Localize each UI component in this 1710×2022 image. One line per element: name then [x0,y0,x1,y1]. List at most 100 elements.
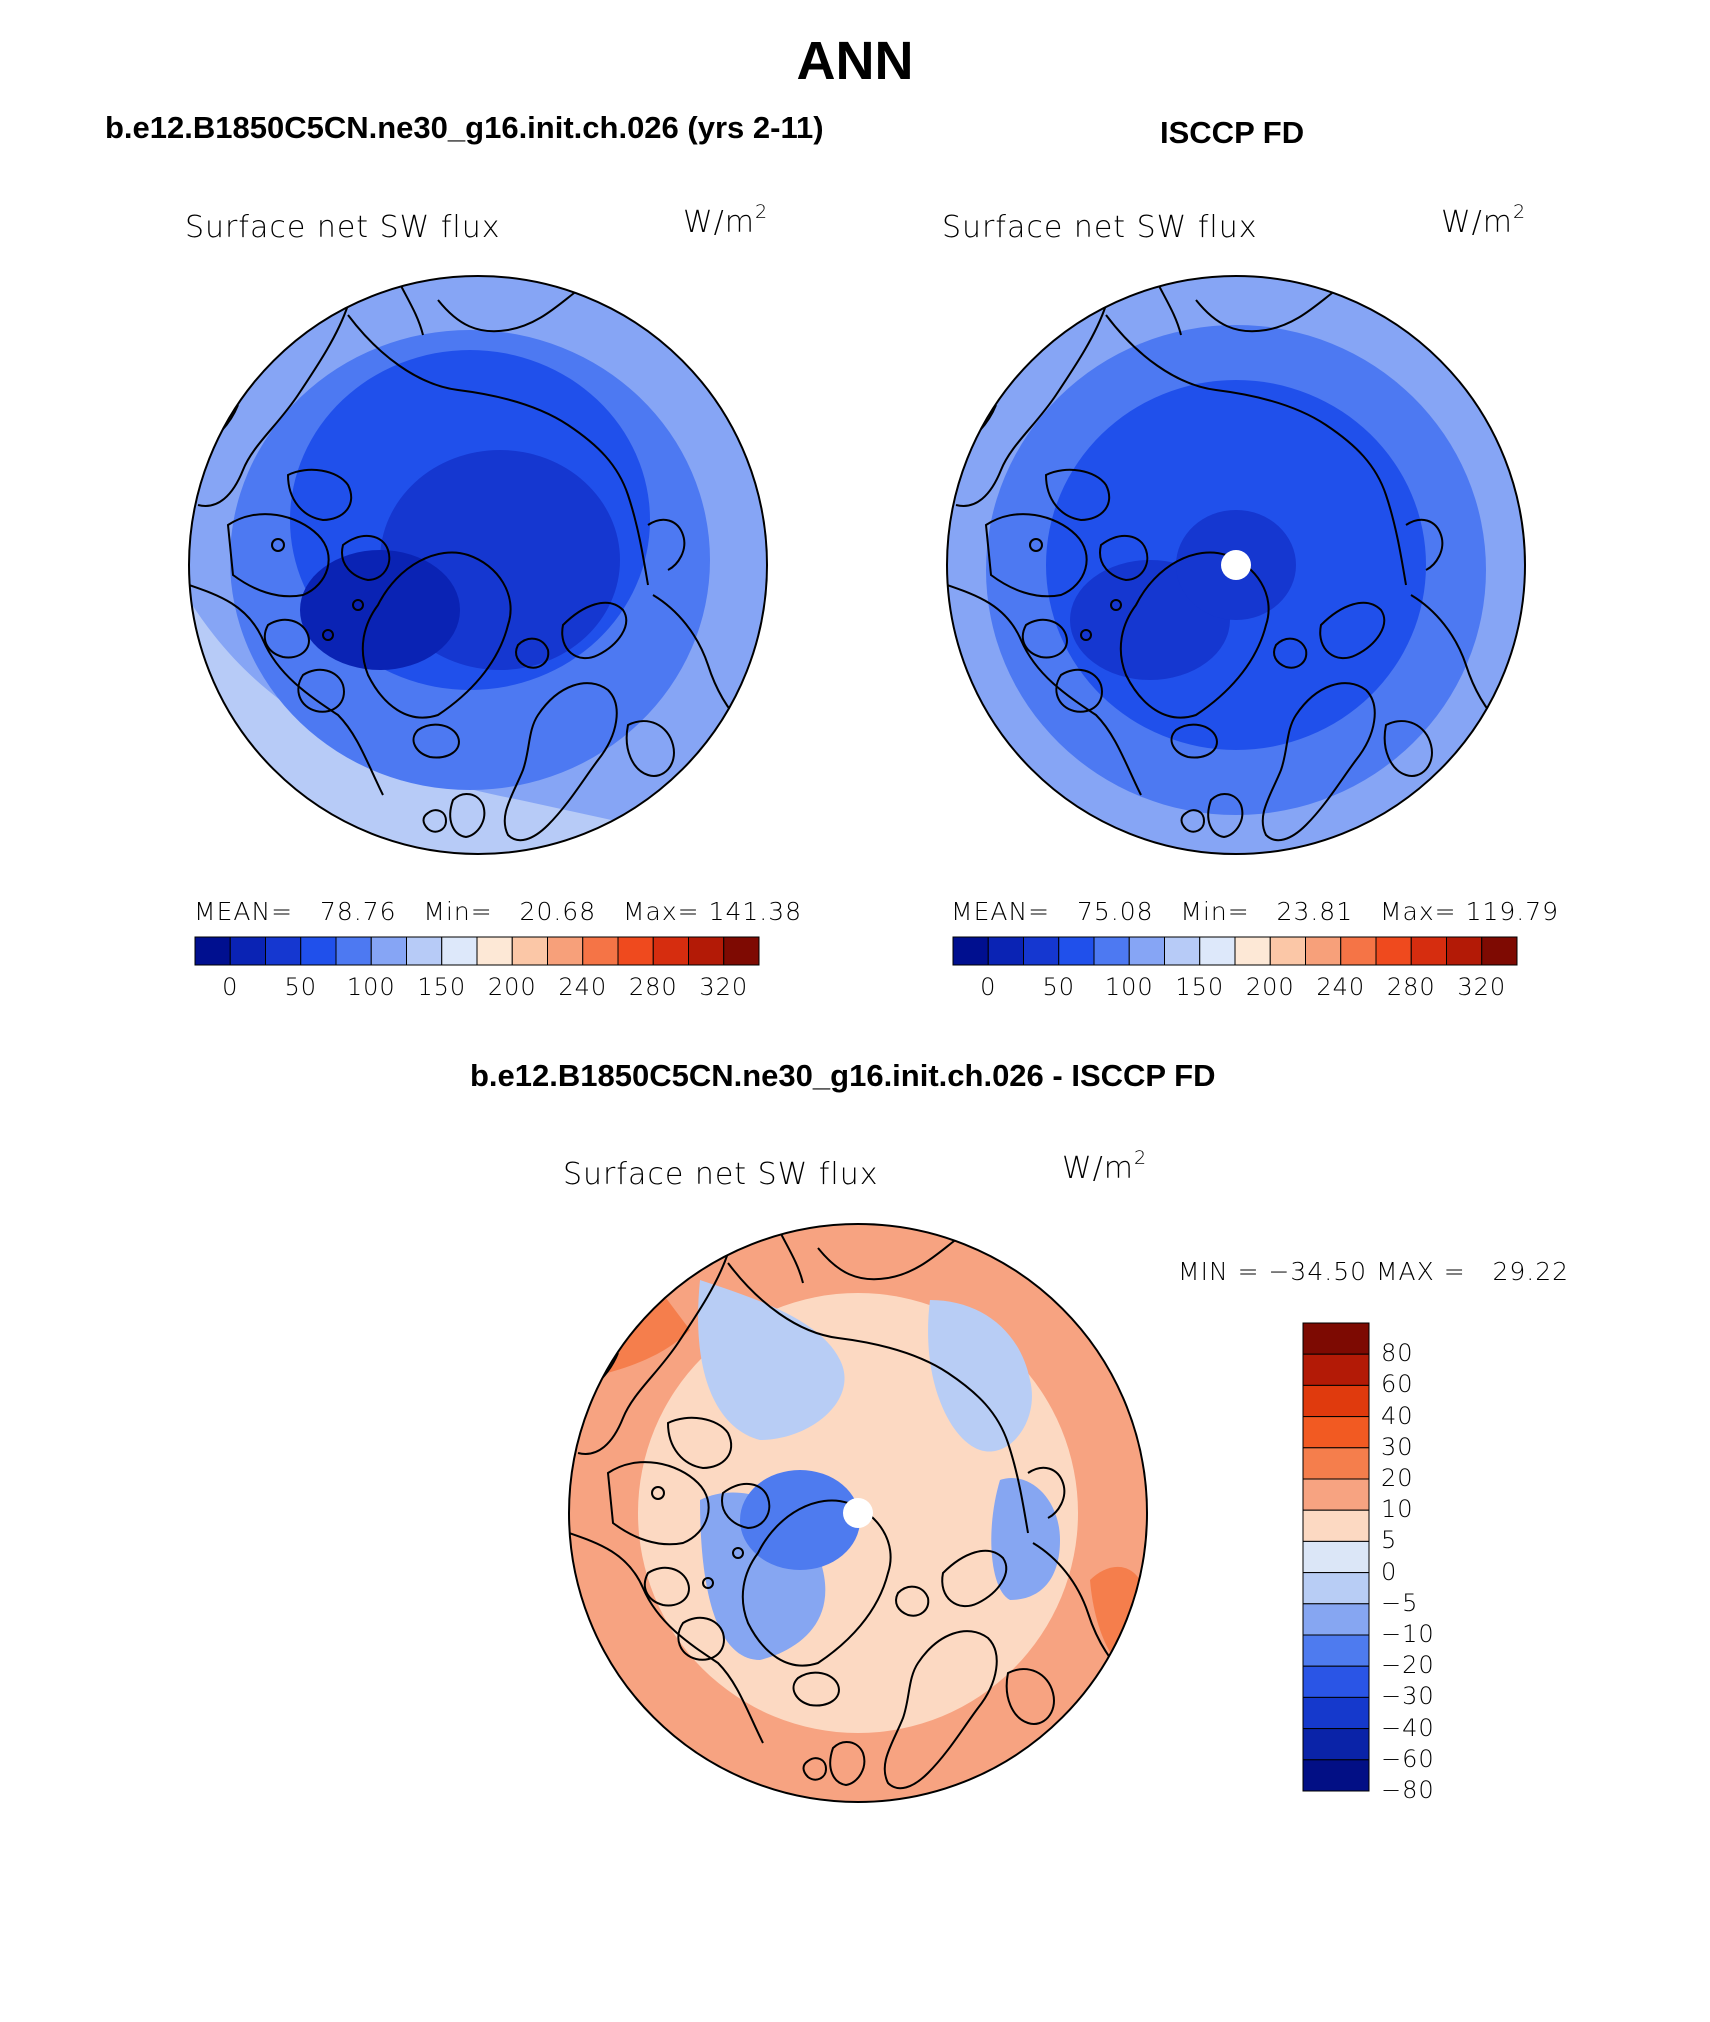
panel3-case-title: b.e12.B1850C5CN.ne30_g16.init.ch.026 - I… [470,1058,1216,1093]
panel3-colorbar-box [1302,1634,1370,1667]
panel1-map-border [188,275,768,855]
panel2-colorbar [952,936,1518,966]
panel3-colorbar-box [1302,1447,1370,1480]
panel2-variable-label: Surface net SW flux [942,210,1258,245]
panel2-colorbar-tick-label: 50 [1042,973,1076,1001]
panel2-case-title: ISCCP FD [1160,115,1305,150]
panel3-colorbar-box [1302,1540,1370,1574]
panel3-colorbar-tick-label: −10 [1381,1620,1435,1648]
panel3-variable-label: Surface net SW flux [563,1157,879,1192]
panel3-colorbar-tick-label: 80 [1381,1339,1414,1368]
panel2-map [946,275,1526,855]
panel3-colorbar-tick-label: −40 [1381,1713,1435,1742]
panel3-field-neg-a [698,1280,845,1440]
panel2-colorbar-box [1058,936,1095,966]
panel1-colorbar-box [406,936,443,966]
panel1-colorbar-box [652,936,689,966]
panel1-units-base: W/m [683,205,755,240]
panel1-colorbar-box [194,936,231,966]
panel3-colorbar [1302,1322,1370,1792]
panel1-colorbar-box [582,936,619,966]
panel2-colorbar-tick-label: 320 [1457,973,1507,1001]
panel2-mean-label: MEAN= [951,897,1051,926]
panel1-colorbar-tick-label: 100 [346,973,396,1001]
panel1-colorbar [194,936,760,966]
panel1-colorbar-tick-label: 200 [487,973,537,1001]
panel3-field-neg-d [991,1478,1060,1600]
panel2-stats: MEAN= 75.08 Min= 23.81 Max= 119.79 [951,897,1559,926]
panel3-colorbar-tick-label: 40 [1381,1401,1414,1430]
panel3-colorbar-tick-label: 20 [1381,1464,1414,1492]
panel1-colorbar-tick-label: 0 [222,973,239,1001]
panel3-field-neg-b [928,1300,1032,1452]
panel3-colorbar-tick-label: −30 [1381,1682,1435,1711]
panel1-colorbar-tick-label: 150 [417,973,467,1001]
panel1-max-value: 141.38 [708,897,803,926]
panel3-units-exponent: 2 [1134,1147,1148,1169]
panel3-colorbar-box [1302,1665,1370,1698]
panel2-colorbar-tick-label: 200 [1245,973,1295,1001]
panel2-colorbar-box [1410,936,1447,966]
panel3-map-border [568,1223,1148,1803]
panel3-colorbar-tick-label: 10 [1381,1495,1414,1524]
panel2-colorbar-box [1305,936,1342,966]
panel3-colorbar-tick-label: −20 [1381,1651,1435,1680]
panel2-colorbar-tick-label: 240 [1316,973,1366,1001]
panel1-colorbar-box [300,936,337,966]
panel3-colorbar-box [1302,1728,1370,1761]
panel1-colorbar-box [723,936,760,966]
panel3-colorbar-box [1302,1509,1370,1542]
panel3-colorbar-tick-label: 60 [1381,1370,1414,1399]
panel1-colorbar-box [229,936,266,966]
panel2-max-label: Max= [1379,897,1457,926]
panel1-colorbar-box [370,936,407,966]
panel1-colorbar-box [688,936,725,966]
panel2-colorbar-box [1199,936,1236,966]
panel3-colorbar-tick-label: −5 [1381,1588,1419,1617]
panel1-colorbar-box [547,936,584,966]
panel3-colorbar-tick-label: −80 [1381,1776,1435,1804]
panel1-colorbar-tick-label: 320 [699,973,749,1001]
panel3-colorbar-tick-label: 5 [1381,1526,1398,1555]
panel1-colorbar-box [476,936,513,966]
panel2-colorbar-box [1234,936,1271,966]
panel1-case-title: b.e12.B1850C5CN.ne30_g16.init.ch.026 (yr… [105,110,824,145]
panel3-field-neg-e [740,1470,860,1570]
panel2-colorbar-tick-label: 100 [1104,973,1154,1001]
panel3-colorbar-box [1302,1572,1370,1605]
panel2-pole-missing [1221,550,1251,580]
panel2-colorbar-box [1269,936,1306,966]
panel3-colorbar-tick-label: 30 [1381,1432,1414,1461]
panel2-colorbar-tick-label: 280 [1386,973,1436,1001]
panel1-units-exponent: 2 [755,201,769,223]
panel2-colorbar-box [1481,936,1518,966]
panel3-units-base: W/m [1062,1151,1134,1186]
panel1-mean-label: MEAN= [194,897,294,926]
panel2-colorbar-box [1446,936,1483,966]
panel3-colorbar-box [1302,1416,1370,1449]
panel2-units-exponent: 2 [1513,201,1527,223]
panel2-colorbar-tick-label: 150 [1175,973,1225,1001]
panel1-variable-label: Surface net SW flux [185,210,501,245]
panel2-colorbar-box [1093,936,1130,966]
panel2-mean-value: 75.08 [1076,897,1154,926]
figure-title: ANN [796,31,914,91]
panel1-min-value: 20.68 [519,897,597,926]
panel1-units: W/m2 [683,201,768,240]
panel3-colorbar-box [1302,1322,1370,1355]
panel2-units: W/m2 [1441,201,1526,240]
panel1-mean-value: 78.76 [319,897,397,926]
panel3-units: W/m2 [1062,1147,1147,1186]
panel2-colorbar-box [1340,936,1377,966]
panel1-field-light [189,600,767,854]
panel1-colorbar-box [511,936,548,966]
panel2-max-value: 119.79 [1465,897,1560,926]
panel3-colorbar-box [1302,1384,1370,1418]
panel3-colorbar-box [1302,1353,1370,1386]
panel1-map [188,275,768,855]
panel2-colorbar-box [1375,936,1412,966]
panel2-map-border [946,275,1526,855]
panel3-map [568,1223,1148,1803]
panel3-colorbar-box [1302,1759,1370,1792]
panel1-colorbar-box [265,936,302,966]
